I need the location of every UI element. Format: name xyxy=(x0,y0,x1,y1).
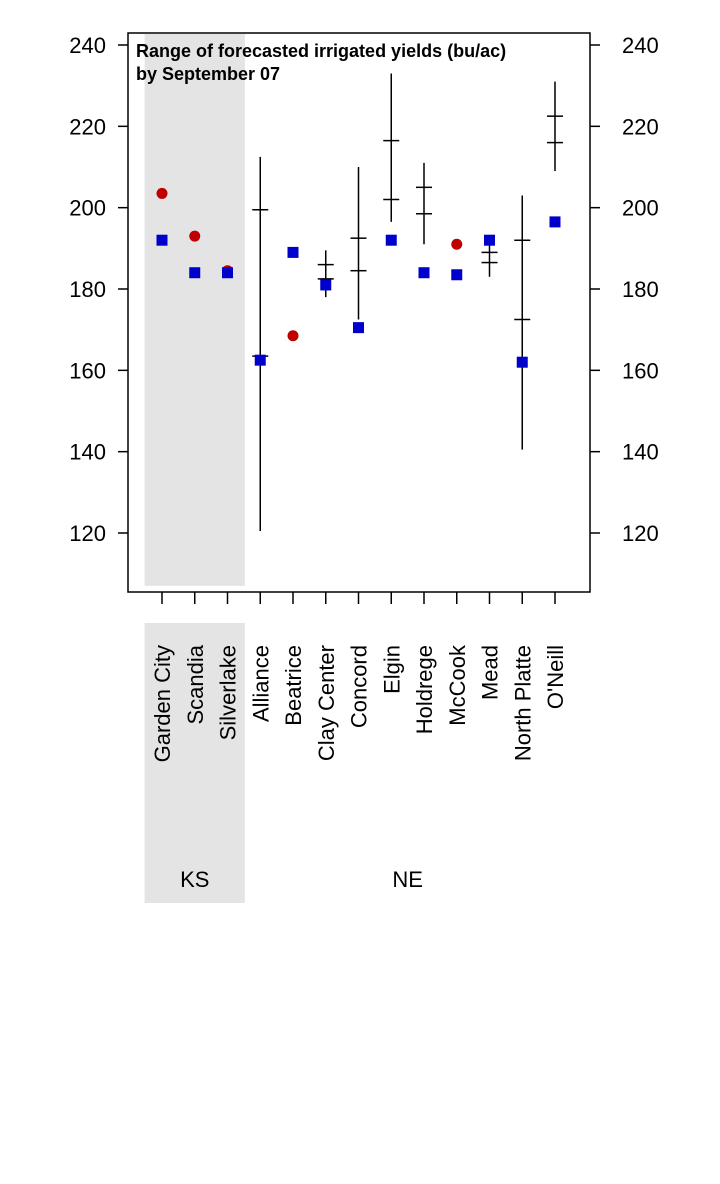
right-tick-label-200: 200 xyxy=(622,196,659,221)
blue-point-concord xyxy=(353,322,364,334)
group-label-ne: NE xyxy=(392,867,423,892)
category-label-mead: Mead xyxy=(478,645,503,700)
left-tick-label-180: 180 xyxy=(69,277,106,302)
category-label-garden-city: Garden City xyxy=(150,645,175,762)
category-label-mccook: McCook xyxy=(445,644,470,726)
chart-title-line-2: by September 07 xyxy=(136,64,280,84)
red-point-scandia xyxy=(189,230,201,242)
blue-point-north-platte xyxy=(516,356,528,368)
left-tick-label-200: 200 xyxy=(69,196,106,221)
left-tick-label-220: 220 xyxy=(69,114,106,139)
left-tick-label-120: 120 xyxy=(69,521,106,546)
blue-point-silverlake xyxy=(222,267,233,279)
red-point-mccook xyxy=(451,238,463,250)
points-layer xyxy=(156,187,561,368)
category-label-north-platte: North Platte xyxy=(510,645,535,761)
right-tick-label-140: 140 xyxy=(622,440,659,465)
group-labels: KS NE xyxy=(180,867,423,892)
right-tick-label-180: 180 xyxy=(622,277,659,302)
red-point-beatrice xyxy=(287,330,299,342)
category-label-clay-center: Clay Center xyxy=(314,645,339,761)
left-tick-label-240: 240 xyxy=(69,33,106,58)
blue-point-alliance xyxy=(254,354,266,366)
left-tick-label-160: 160 xyxy=(69,358,106,383)
category-label-alliance: Alliance xyxy=(248,645,273,722)
category-label-holdrege: Holdrege xyxy=(412,645,437,734)
blue-point-holdrege xyxy=(418,267,430,279)
blue-point-clay-center xyxy=(320,279,332,291)
blue-point-elgin xyxy=(385,234,397,246)
blue-point-beatrice xyxy=(287,246,299,258)
right-tick-label-220: 220 xyxy=(622,114,659,139)
blue-point-mccook xyxy=(451,269,463,281)
shade-plot-ks xyxy=(144,34,245,586)
category-label-scandia: Scandia xyxy=(183,644,208,724)
right-tick-label-120: 120 xyxy=(622,521,659,546)
blue-point-scandia xyxy=(189,267,201,279)
right-tick-label-240: 240 xyxy=(622,33,659,58)
blue-point-garden-city xyxy=(156,234,168,246)
chart-title-line-1: Range of forecasted irrigated yields (bu… xyxy=(136,41,506,61)
axes-layer: 120 120 140 140 160 160 180 180 200 200 220 220 240 2… xyxy=(69,33,659,604)
red-point-garden-city xyxy=(156,187,168,199)
blue-point-mead xyxy=(484,234,495,246)
category-label-elgin: Elgin xyxy=(379,645,404,694)
chart-title: Range of forecasted irrigated yields (bu… xyxy=(136,41,506,84)
category-label-o-neill: O'Neill xyxy=(543,645,568,709)
group-label-ks: KS xyxy=(180,867,209,892)
category-label-beatrice: Beatrice xyxy=(281,645,306,726)
right-tick-label-160: 160 xyxy=(622,358,659,383)
ranges-layer xyxy=(252,73,563,531)
shade-layer xyxy=(144,34,245,903)
category-labels: Garden City Scandia Silverlake Alliance Beat… xyxy=(150,644,568,762)
shade-labels-ks xyxy=(144,623,245,903)
category-label-silverlake: Silverlake xyxy=(216,645,241,740)
category-label-concord: Concord xyxy=(347,645,372,728)
left-tick-label-140: 140 xyxy=(69,440,106,465)
blue-point-o-neill xyxy=(549,216,561,228)
